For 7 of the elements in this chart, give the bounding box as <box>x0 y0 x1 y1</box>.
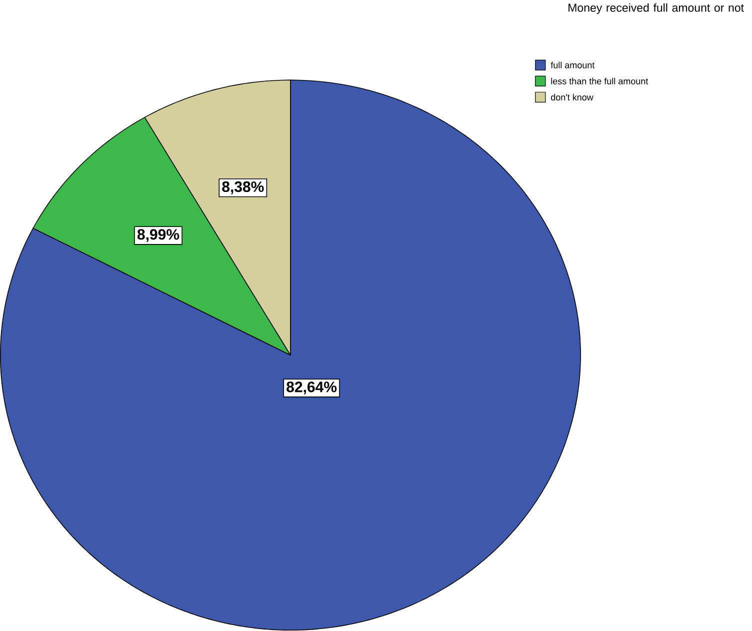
data-label: 8,99% <box>137 229 180 242</box>
legend-label: don't know <box>551 94 594 101</box>
data-label: 8,38% <box>222 182 264 194</box>
data-label: 82,64% <box>286 382 337 395</box>
legend-title: Money received full amount or not <box>568 4 744 14</box>
legend-label: less than the full amount <box>551 78 648 85</box>
legend-label: full amount <box>550 62 595 69</box>
